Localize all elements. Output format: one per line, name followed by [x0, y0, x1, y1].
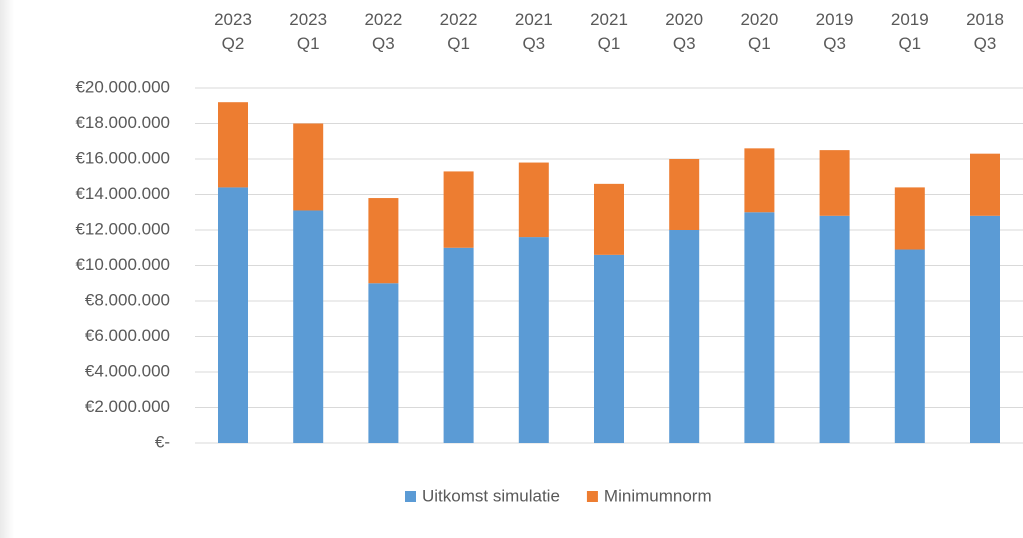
x-tick-label: 2022 Q3 [364, 10, 403, 53]
bar-segment [594, 254, 624, 443]
bar-segment [443, 247, 474, 443]
bar-segment [218, 102, 248, 188]
x-tick-label: 2018 Q3 [966, 10, 1004, 53]
bar-segment [293, 123, 324, 211]
bar-segment [894, 249, 925, 443]
y-tick-label: €8.000.000 [85, 290, 170, 309]
x-tick-label: 2019 Q3 [815, 10, 854, 53]
y-tick-label: €4.000.000 [85, 361, 170, 380]
legend-swatch [586, 491, 598, 502]
legend-label: Minimumnorm [604, 486, 712, 505]
bar-segment [368, 283, 399, 443]
bar-segment [819, 150, 850, 216]
bar-segment [894, 187, 925, 250]
bar-segment [970, 215, 1000, 443]
bar-segment [669, 230, 700, 443]
bar-segment [744, 212, 775, 443]
x-tick-label: 2020 Q1 [740, 10, 779, 53]
x-tick-label: 2019 Q1 [890, 10, 929, 53]
bar-segment [293, 210, 324, 443]
bar-segment [744, 148, 775, 213]
bar-segment [218, 187, 248, 443]
x-tick-label: 2023 Q1 [289, 10, 328, 53]
y-tick-label: €14.000.000 [75, 184, 170, 203]
y-tick-label: €- [155, 432, 170, 451]
y-tick-label: €6.000.000 [85, 326, 170, 345]
legend-label: Uitkomst simulatie [422, 486, 560, 505]
x-tick-label: 2020 Q3 [665, 10, 704, 53]
x-tick-label: 2023 Q2 [214, 10, 252, 53]
bar-segment [368, 198, 399, 284]
y-tick-label: €2.000.000 [85, 397, 170, 416]
y-tick-label: €18.000.000 [75, 113, 170, 132]
bar-segment [970, 153, 1000, 216]
y-tick-label: €12.000.000 [75, 219, 170, 238]
x-tick-label: 2021 Q3 [514, 10, 553, 53]
bar-segment [819, 215, 850, 443]
y-tick-label: €10.000.000 [75, 255, 170, 274]
bar-segment [443, 171, 474, 248]
legend-swatch [405, 491, 416, 502]
x-tick-label: 2021 Q1 [590, 10, 628, 53]
bar-segment [594, 183, 624, 255]
x-tick-label: 2022 Q1 [439, 10, 478, 53]
bar-segment [518, 162, 549, 238]
y-tick-label: €16.000.000 [75, 148, 170, 167]
y-tick-label: €20.000.000 [75, 77, 170, 96]
bar-segment [518, 237, 549, 443]
bar-segment [669, 159, 700, 230]
